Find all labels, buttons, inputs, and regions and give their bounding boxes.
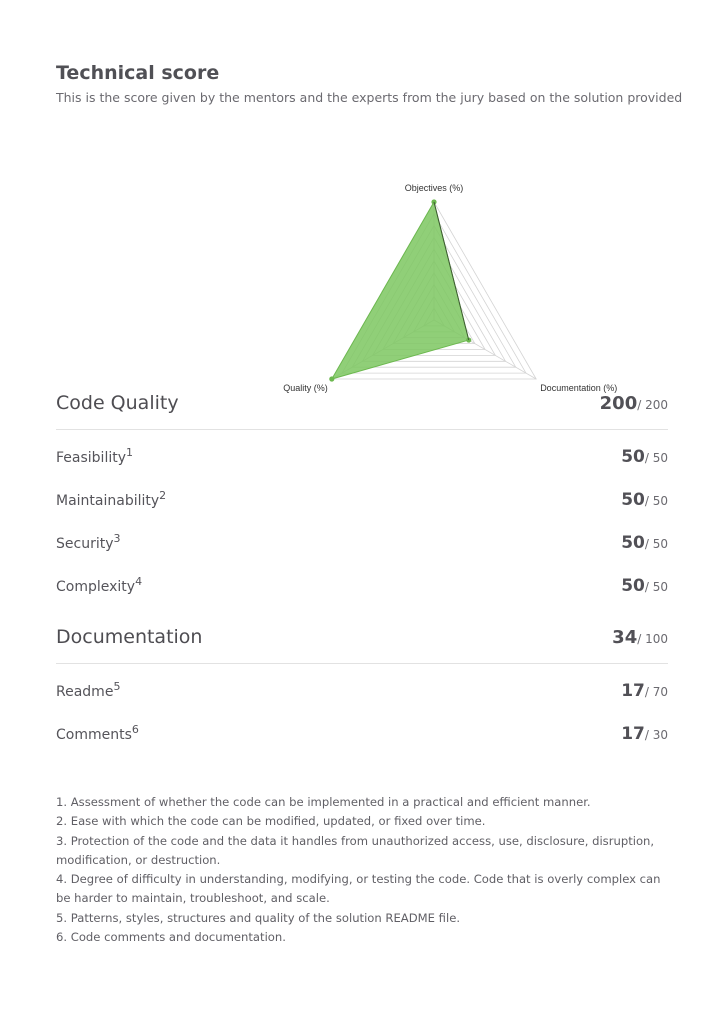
score-max: / 50 [644, 537, 668, 551]
score-value: 50 [621, 533, 645, 553]
row-label: Readme5 [56, 681, 120, 700]
score-value: 17 [621, 681, 645, 701]
score-value: 50 [621, 576, 645, 596]
score-max: / 100 [637, 632, 668, 646]
radar-axis-label: Objectives (%) [405, 183, 464, 193]
footnote: 5. Patterns, styles, structures and qual… [56, 910, 461, 925]
radar-axis-labels: Objectives (%) Documentation (%) Quality (… [283, 183, 617, 393]
score-value: 34 [612, 627, 638, 648]
score-row-maintainability: Maintainability2 50/ 50 [56, 473, 668, 516]
technical-score-panel: Technical score This is the score given … [56, 60, 683, 944]
page-title: Technical score [56, 62, 220, 84]
row-label-text: Complexity [56, 579, 136, 595]
score-max: / 50 [644, 580, 668, 594]
row-label: Comments6 [56, 724, 139, 743]
score-value: 50 [621, 490, 645, 510]
section-score: 34/ 100 [612, 627, 668, 648]
radar-chart: Objectives (%) Documentation (%) Quality (… [216, 140, 636, 393]
radar-series-area [330, 200, 470, 380]
section-documentation: Documentation 34/ 100 Readme5 17/ 70 Com… [56, 626, 668, 750]
section-title: Code Quality [56, 392, 179, 414]
row-score: 17/ 70 [621, 681, 668, 701]
score-max: / 50 [644, 494, 668, 508]
footnote-ref: 2 [159, 489, 167, 502]
footnote-ref: 5 [113, 680, 121, 693]
section-header: Documentation 34/ 100 [56, 626, 668, 664]
section-title: Documentation [56, 626, 203, 648]
section-header: Code Quality 200/ 200 [56, 392, 668, 430]
score-max: / 30 [644, 728, 668, 742]
radar-point [329, 376, 335, 382]
row-label-text: Comments [56, 727, 132, 743]
footnote: 1. Assessment of whether the code can be… [56, 795, 591, 809]
row-score: 17/ 30 [621, 724, 668, 744]
section-code-quality: Code Quality 200/ 200 Feasibility1 50/ 5… [56, 392, 668, 602]
footnote-ref: 6 [131, 723, 139, 736]
row-score: 50/ 50 [621, 533, 668, 553]
row-score: 50/ 50 [621, 447, 668, 467]
row-label-text: Maintainability [56, 493, 160, 509]
row-label: Feasibility1 [56, 447, 133, 466]
score-value: 50 [621, 447, 645, 467]
row-label: Maintainability2 [56, 490, 166, 509]
footnote-ref: 3 [113, 532, 121, 545]
footnote: 4. Degree of difficulty in understanding… [56, 872, 661, 906]
score-row-security: Security3 50/ 50 [56, 516, 668, 559]
radar-point [431, 199, 437, 205]
row-label-text: Feasibility [56, 450, 126, 466]
row-label: Security3 [56, 533, 121, 552]
footnote-ref: 4 [135, 575, 143, 588]
score-max: / 50 [644, 451, 668, 465]
footnotes: 1. Assessment of whether the code can be… [56, 793, 668, 947]
radar-series [329, 199, 472, 382]
radar-series-edge [433, 201, 470, 341]
footnote-ref: 1 [126, 446, 133, 459]
score-row-comments: Comments6 17/ 30 [56, 707, 668, 750]
score-max: / 200 [637, 398, 668, 412]
radar-axis-label: Documentation (%) [540, 383, 617, 393]
score-row-complexity: Complexity4 50/ 50 [56, 559, 668, 602]
score-value: 17 [621, 724, 645, 744]
page-subtitle: This is the score given by the mentors a… [56, 90, 683, 105]
row-label-text: Security [56, 536, 114, 552]
score-row-feasibility: Feasibility1 50/ 50 [56, 430, 668, 473]
row-label-text: Readme [56, 684, 114, 700]
footnote: 3. Protection of the code and the data i… [56, 833, 655, 867]
score-max: / 70 [644, 685, 668, 699]
footnote: 6. Code comments and documentation. [56, 930, 286, 945]
score-row-readme: Readme5 17/ 70 [56, 664, 668, 707]
radar-axis-label: Quality (%) [283, 383, 328, 393]
row-score: 50/ 50 [621, 576, 668, 596]
row-score: 50/ 50 [621, 490, 668, 510]
section-score: 200/ 200 [600, 393, 668, 414]
score-value: 200 [599, 393, 638, 414]
radar-chart-svg: Objectives (%) Documentation (%) Quality (… [283, 183, 617, 393]
footnote: 2. Ease with which the code can be modif… [56, 814, 486, 829]
row-label: Complexity4 [56, 576, 142, 595]
